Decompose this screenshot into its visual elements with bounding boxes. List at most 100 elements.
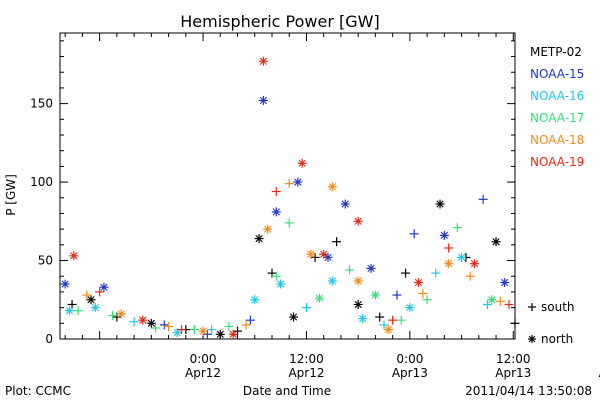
data-point (418, 288, 428, 298)
data-point (284, 218, 294, 228)
data-point (478, 194, 488, 204)
data-point (60, 279, 70, 289)
x-axis-label: Date and Time (243, 384, 331, 398)
data-point (215, 329, 225, 339)
data-point (500, 278, 510, 288)
chart-legend: METP-02 NOAA-15 NOAA-16 NOAA-17 NOAA-18 NOAA-… (530, 45, 584, 169)
data-point (491, 237, 501, 247)
data-point (293, 177, 303, 187)
data-point (271, 271, 281, 281)
data-point (366, 263, 376, 273)
y-tick-label: 150 (30, 97, 53, 111)
legend-entry: METP-02 (530, 45, 582, 59)
data-point (383, 325, 393, 335)
data-point (116, 309, 126, 319)
data-point (172, 328, 182, 338)
data-point (444, 243, 454, 253)
data-point (95, 287, 105, 297)
data-point (146, 318, 156, 328)
data-point (439, 230, 449, 240)
data-point (375, 312, 385, 322)
data-point (392, 290, 402, 300)
data-point (401, 268, 411, 278)
x-axis-ticks: 0:00Apr1212:00Apr120:00Apr1312:00Apr130:… (64, 33, 600, 380)
x-tick-time-label: 12:00 (289, 352, 324, 366)
data-point (306, 249, 316, 259)
data-point (353, 216, 363, 226)
data-point (198, 326, 208, 336)
y-tick-label: 50 (38, 254, 53, 268)
data-point (224, 321, 234, 331)
data-point (258, 95, 268, 105)
data-point (431, 268, 441, 278)
data-point (99, 282, 109, 292)
data-point (86, 295, 96, 305)
data-point (379, 320, 389, 330)
data-points (60, 56, 520, 339)
y-axis-label: P [GW] (4, 174, 18, 216)
data-point (271, 207, 281, 217)
legend-entry: NOAA-16 (530, 89, 584, 103)
data-point (108, 310, 118, 320)
data-point (396, 315, 406, 325)
x-tick-time-label: 0:00 (396, 352, 423, 366)
data-point (457, 252, 467, 262)
data-point (353, 276, 363, 286)
footer-right: 2011/04/14 13:50:08 (465, 384, 592, 398)
data-point (327, 182, 337, 192)
data-point (487, 295, 497, 305)
data-point (340, 199, 350, 209)
legend-entry: NOAA-15 (530, 67, 584, 81)
x-tick-time-label: 12:00 (496, 352, 531, 366)
footer-left: Plot: CCMC (5, 384, 71, 398)
data-point (327, 276, 337, 286)
plot-frame (59, 32, 516, 340)
y-tick-label: 100 (30, 175, 53, 189)
data-point (332, 237, 342, 247)
x-tick-time-label: 0:00 (190, 352, 217, 366)
data-point (90, 303, 100, 313)
data-point (422, 295, 432, 305)
data-point (413, 278, 423, 288)
data-point (271, 186, 281, 196)
data-point (241, 320, 251, 330)
data-point (388, 315, 398, 325)
data-point (465, 271, 475, 281)
data-point (510, 318, 520, 328)
legend-entry: NOAA-19 (530, 155, 584, 169)
data-point (245, 315, 255, 325)
data-point (405, 303, 415, 313)
data-point (357, 314, 367, 324)
data-point (301, 303, 311, 313)
x-tick-date-label: Apr12 (185, 366, 221, 380)
legend-entry: NOAA-17 (530, 111, 584, 125)
data-point (435, 199, 445, 209)
data-point (495, 296, 505, 306)
data-point (254, 234, 264, 244)
data-point (189, 325, 199, 335)
x-tick-date-label: Apr12 (288, 366, 324, 380)
data-point (353, 299, 363, 309)
y-axis-ticks: 0 50 100 150 (30, 40, 515, 346)
x-tick-date-label: Apr13 (495, 366, 531, 380)
data-point (69, 251, 79, 261)
data-point (207, 325, 217, 335)
marker-legend-entry: north (528, 332, 573, 346)
data-point (482, 299, 492, 309)
data-point (284, 179, 294, 189)
data-point (129, 317, 139, 327)
data-point (314, 293, 324, 303)
data-point (263, 224, 273, 234)
y-tick-label: 0 (45, 332, 53, 346)
chart-title: Hemispheric Power [GW] (180, 12, 379, 31)
marker-legend-label: north (541, 332, 573, 346)
data-point (504, 299, 514, 309)
data-point (289, 312, 299, 322)
data-point (228, 329, 238, 339)
data-point (409, 229, 419, 239)
data-point (164, 321, 174, 331)
data-point (345, 265, 355, 275)
plot-area: 0:00Apr1212:00Apr120:00Apr1312:00Apr130:… (30, 32, 600, 380)
data-point (138, 315, 148, 325)
